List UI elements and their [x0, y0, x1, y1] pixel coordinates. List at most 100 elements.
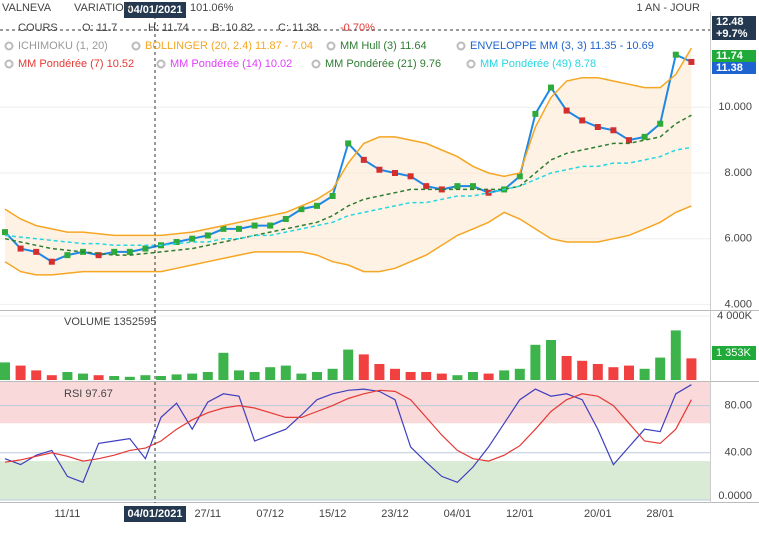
- bollinger-fill: [5, 48, 692, 275]
- close-marker: [423, 183, 430, 190]
- legend-icon: [326, 41, 336, 51]
- legend-entry: MM Pondérée (49) 8.78: [480, 58, 596, 70]
- legend-entry: ENVELOPPE MM (3, 3) 11.35 - 10.69: [470, 40, 654, 52]
- volume-bar: [296, 373, 307, 380]
- legend-entry: MM Pondérée (7) 10.52: [18, 58, 134, 70]
- volume-bar: [436, 373, 447, 380]
- close-marker: [610, 127, 617, 134]
- volume-bar: [592, 364, 603, 380]
- close-marker: [532, 110, 539, 117]
- volume-bar: [46, 375, 57, 380]
- price-line: [4, 47, 693, 237]
- y-tick-label: 4 000K: [717, 310, 753, 322]
- volume-bar: [530, 344, 541, 380]
- volume-bar: [343, 349, 354, 380]
- volume-bar: [93, 375, 104, 380]
- close-marker: [641, 133, 648, 140]
- volume-bar: [0, 362, 10, 380]
- volume-bar: [468, 372, 478, 380]
- close-marker: [407, 173, 414, 180]
- price-tag: 11.38: [716, 62, 743, 74]
- x-tick-label: 28/01: [646, 508, 674, 520]
- volume-bar: [280, 365, 291, 380]
- close-marker: [173, 239, 180, 245]
- price-tag-bg: [712, 50, 756, 62]
- bollinger-lower: [4, 205, 692, 276]
- volume-bar: [327, 368, 338, 380]
- close-marker: [204, 232, 211, 239]
- header-variation_value: 101.06%: [190, 2, 234, 14]
- volume-bar: [624, 365, 634, 380]
- legend-icon: [456, 41, 466, 51]
- legend-icon: [4, 41, 14, 51]
- close-marker: [251, 222, 258, 229]
- y-tick-label: 6.000: [724, 233, 752, 245]
- close-marker: [392, 170, 398, 176]
- close-marker: [563, 107, 570, 114]
- volume-bar: [655, 357, 666, 380]
- panel-title: VOLUME 1352595: [64, 316, 156, 328]
- volume-bar: [202, 372, 213, 380]
- close-marker: [594, 124, 601, 130]
- legend-icon: [4, 59, 14, 69]
- legend-entry: BOLLINGER (20, 2.4) 11.87 - 7.04: [145, 40, 313, 52]
- volume-bar: [358, 354, 369, 380]
- close-marker: [236, 225, 242, 232]
- legend-entry: MM Pondérée (21) 9.76: [325, 58, 441, 70]
- ohlc-open: O: 11.7: [82, 22, 117, 34]
- crosshair-tag: 04/01/2021: [127, 508, 182, 520]
- close-marker: [376, 166, 383, 173]
- x-tick-label: 27/11: [194, 508, 221, 520]
- crosshair-tag-bg: [124, 506, 186, 522]
- close-marker: [17, 245, 24, 252]
- volume-tag-bg: [712, 346, 756, 360]
- volume-bar: [561, 356, 572, 380]
- volume-bar: [171, 374, 182, 380]
- volume-bar: [405, 372, 416, 380]
- legend-icon: [131, 41, 141, 51]
- y-tick-label: 0.0000: [718, 490, 752, 502]
- volume-bar: [639, 368, 650, 380]
- close-marker: [314, 202, 320, 209]
- volume-bar: [608, 367, 619, 380]
- volume-bar: [218, 352, 229, 380]
- ohlc-low: B: 10.82: [212, 22, 253, 34]
- rsi-line: [4, 389, 692, 463]
- volume-bar: [686, 358, 697, 380]
- legend-entry: MM Hull (3) 11.64: [340, 40, 427, 52]
- rsi-line: [4, 384, 692, 484]
- volume-bar: [499, 370, 510, 380]
- legend-entry: ICHIMOKU (1, 20): [18, 40, 108, 52]
- volume-bar: [234, 370, 244, 380]
- price-tag: 12.48: [716, 16, 744, 28]
- close-marker: [329, 193, 336, 199]
- volume-bar: [452, 375, 463, 380]
- volume-bar: [249, 372, 260, 380]
- price-line: [4, 114, 692, 256]
- x-tick-label: 04/01: [444, 508, 472, 520]
- volume-bar: [483, 373, 494, 380]
- close-marker: [282, 216, 289, 222]
- volume-tag: 1 353K: [716, 347, 752, 359]
- x-tick-label: 11/11: [54, 508, 80, 520]
- rsi-zone: [0, 461, 710, 500]
- crosshair-tag-bg: [124, 2, 186, 18]
- volume-bar: [140, 375, 151, 380]
- close-marker: [345, 140, 352, 147]
- close-marker: [579, 117, 586, 124]
- close-marker: [142, 245, 149, 252]
- volume-bar: [124, 376, 135, 380]
- close-marker: [688, 58, 695, 65]
- x-tick-label: 12/01: [506, 508, 534, 520]
- x-tick-label: 15/12: [319, 508, 347, 520]
- close-marker: [626, 137, 632, 144]
- volume-bar: [62, 372, 73, 380]
- y-tick-label: 80.00: [724, 400, 752, 412]
- ohlc-cours: COURS: [18, 22, 58, 34]
- x-tick-label: 20/01: [584, 508, 612, 520]
- x-tick-label: 23/12: [381, 508, 409, 520]
- volume-bar: [187, 373, 198, 380]
- volume-bar: [421, 372, 432, 380]
- price-tag-bg: [712, 62, 756, 74]
